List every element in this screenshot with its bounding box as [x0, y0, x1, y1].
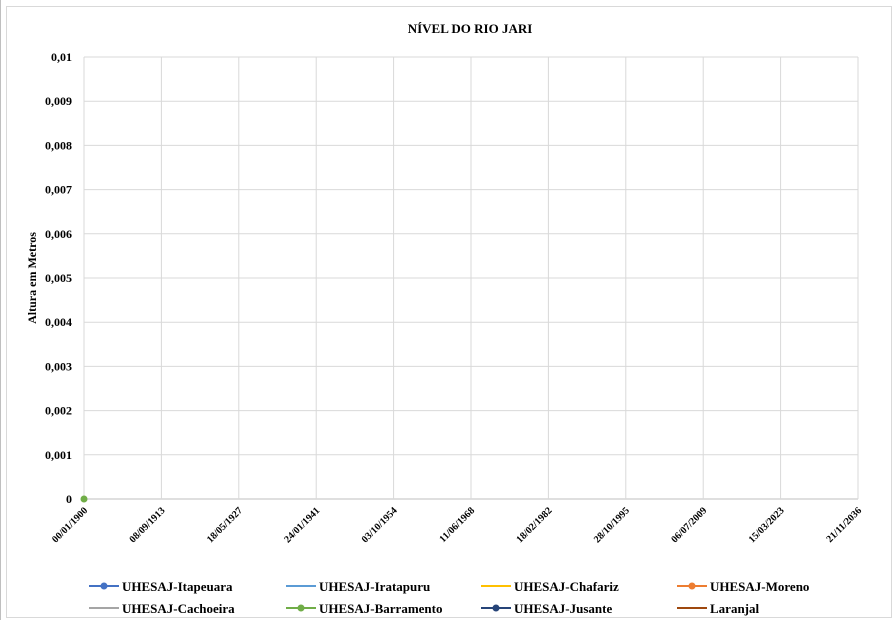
y-tick-label: 0,006 — [45, 227, 72, 241]
legend-item: UHESAJ-Iratapuru — [286, 579, 430, 594]
legend-label: UHESAJ-Itapeuara — [122, 579, 233, 594]
gridlines — [83, 56, 859, 500]
legend-item: Laranjal — [677, 601, 760, 616]
legend-swatch-marker — [100, 582, 108, 590]
legend-item: UHESAJ-Moreno — [677, 579, 809, 594]
legend-swatch-marker — [688, 582, 696, 590]
x-tick-label: 08/09/1913 — [128, 505, 168, 545]
y-tick-label: 0,007 — [45, 183, 72, 197]
y-tick-label: 0 — [66, 492, 72, 506]
y-axis-label: Altura em Metros — [25, 232, 39, 324]
y-tick-label: 0,002 — [45, 404, 72, 418]
x-tick-label: 18/05/1927 — [205, 505, 245, 545]
x-tick-label: 06/07/2009 — [669, 505, 709, 545]
legend-item: UHESAJ-Cachoeira — [89, 601, 235, 616]
y-tick-label: 0,01 — [51, 50, 72, 64]
legend-item: UHESAJ-Chafariz — [481, 579, 619, 594]
x-axis-ticks: 00/01/1900 08/09/1913 18/05/1927 24/01/1941… — [50, 505, 864, 545]
y-tick-label: 0,001 — [45, 448, 72, 462]
chart-frame — [6, 6, 892, 618]
y-tick-label: 0,008 — [45, 138, 72, 152]
legend-label: Laranjal — [710, 601, 760, 616]
x-tick-label: 03/10/1954 — [360, 505, 400, 545]
legend-label: UHESAJ-Moreno — [710, 579, 809, 594]
y-tick-label: 0,009 — [45, 94, 72, 108]
y-tick-label: 0,003 — [45, 359, 72, 373]
x-tick-label: 15/03/2023 — [747, 505, 787, 545]
y-axis-ticks: 0 0,001 0,002 0,003 0,004 0,005 0,006 0,007 0,00… — [45, 50, 72, 506]
x-tick-label: 21/11/2036 — [825, 505, 865, 545]
legend-item: UHESAJ-Jusante — [481, 601, 612, 616]
legend-label: UHESAJ-Iratapuru — [319, 579, 430, 594]
legend-label: UHESAJ-Cachoeira — [122, 601, 235, 616]
data-marks — [80, 495, 88, 503]
legend-label: UHESAJ-Barramento — [319, 601, 443, 616]
x-tick-label: 11/06/1968 — [438, 505, 478, 545]
y-tick-label: 0,004 — [45, 315, 72, 329]
legend-swatch-marker — [492, 604, 500, 612]
legend-label: UHESAJ-Chafariz — [514, 579, 619, 594]
x-tick-label: 18/02/1982 — [515, 505, 555, 545]
x-tick-label: 28/10/1995 — [592, 505, 632, 545]
x-tick-label: 00/01/1900 — [50, 505, 90, 545]
y-tick-label: 0,005 — [45, 271, 72, 285]
legend: UHESAJ-Itapeuara UHESAJ-Iratapuru UHESAJ-C… — [89, 579, 809, 616]
data-point — [80, 495, 88, 503]
legend-swatch-marker — [297, 604, 305, 612]
window-edge — [0, 0, 1, 620]
legend-label: UHESAJ-Jusante — [514, 601, 612, 616]
legend-item: UHESAJ-Barramento — [286, 601, 443, 616]
legend-item: UHESAJ-Itapeuara — [89, 579, 233, 594]
x-tick-label: 24/01/1941 — [282, 505, 322, 545]
chart-title: NÍVEL DO RIO JARI — [408, 21, 533, 36]
